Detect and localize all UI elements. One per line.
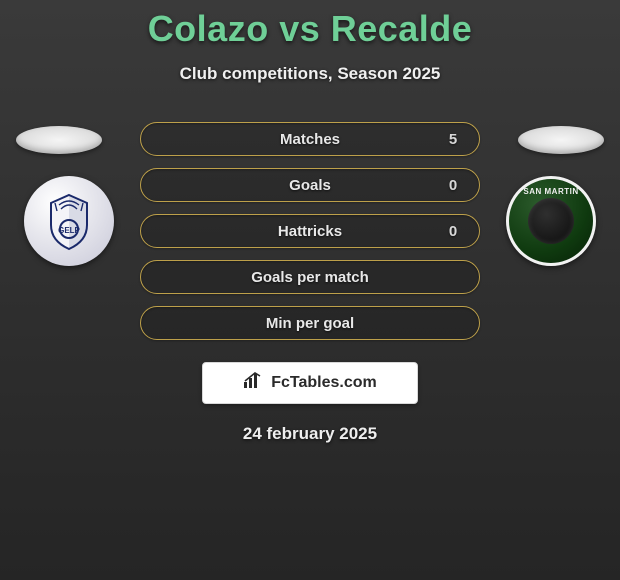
attribution-badge: FcTables.com bbox=[202, 362, 418, 404]
date-text: 24 february 2025 bbox=[0, 424, 620, 444]
stat-row-matches: Matches 5 bbox=[140, 122, 480, 156]
badge-center-icon bbox=[528, 198, 574, 244]
chart-icon bbox=[243, 372, 265, 395]
stat-label: Goals per match bbox=[141, 269, 479, 286]
stat-label: Hattricks bbox=[141, 223, 479, 240]
crest-icon: GELP bbox=[37, 189, 101, 253]
stat-right-value: 0 bbox=[443, 177, 463, 194]
left-player-marker bbox=[16, 126, 102, 154]
stat-row-goals: Goals 0 bbox=[140, 168, 480, 202]
crest-icon: SAN MARTIN bbox=[509, 179, 593, 263]
stat-label: Goals bbox=[141, 177, 479, 194]
stats-list: Matches 5 Goals 0 Hattricks 0 Goals per … bbox=[140, 122, 480, 340]
stat-label: Matches bbox=[141, 131, 479, 148]
badge-text: SAN MARTIN bbox=[509, 187, 593, 196]
page-title: Colazo vs Recalde bbox=[0, 0, 620, 50]
left-club-badge: GELP bbox=[24, 176, 114, 266]
stat-row-min-per-goal: Min per goal bbox=[140, 306, 480, 340]
subtitle: Club competitions, Season 2025 bbox=[0, 64, 620, 84]
right-player-marker bbox=[518, 126, 604, 154]
right-club-badge: SAN MARTIN bbox=[506, 176, 596, 266]
stat-right-value: 0 bbox=[443, 223, 463, 240]
stat-row-hattricks: Hattricks 0 bbox=[140, 214, 480, 248]
stat-row-goals-per-match: Goals per match bbox=[140, 260, 480, 294]
svg-text:GELP: GELP bbox=[58, 226, 80, 235]
stat-label: Min per goal bbox=[141, 315, 479, 332]
stat-right-value: 5 bbox=[443, 131, 463, 148]
attribution-text: FcTables.com bbox=[271, 374, 377, 392]
